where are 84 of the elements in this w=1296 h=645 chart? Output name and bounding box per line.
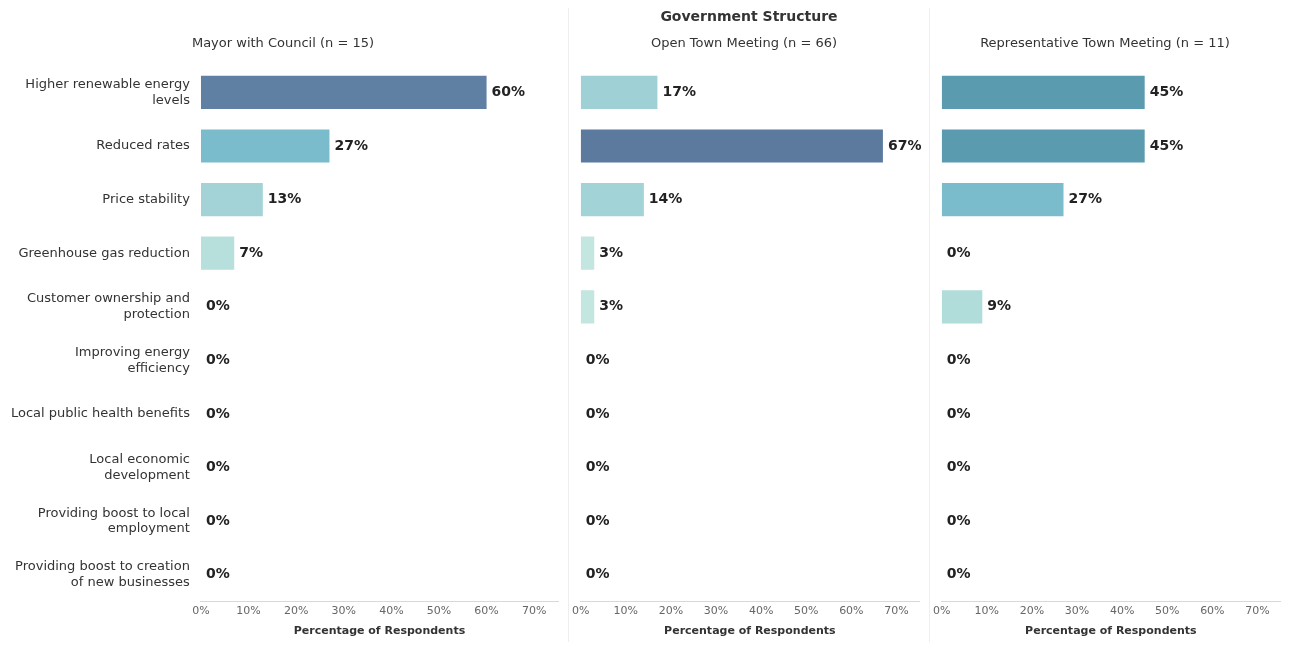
data-label: 45% xyxy=(1149,136,1184,153)
y-tick-label: Price stability xyxy=(102,190,191,206)
x-tick-label: 50% xyxy=(426,604,452,618)
data-label: 0% xyxy=(585,458,610,475)
x-tick-label: 50% xyxy=(794,604,819,618)
bar xyxy=(941,290,983,324)
x-tick-label: 40% xyxy=(1109,604,1135,618)
data-label: 0% xyxy=(205,297,230,314)
y-tick-label: Greenhouse gas reduction xyxy=(18,244,190,260)
x-tick-label: 60% xyxy=(839,604,864,618)
data-label: 0% xyxy=(585,351,610,368)
x-tick-label: 0% xyxy=(933,604,951,618)
bar xyxy=(941,129,1145,163)
data-label: 0% xyxy=(585,511,610,528)
x-axis-title: Percentage of Respondents xyxy=(1025,624,1198,638)
y-tick-label: Customer ownership and protection xyxy=(26,290,190,321)
x-tick-label: 50% xyxy=(1155,604,1180,618)
y-tick-label: Improving energy efficiency xyxy=(74,343,191,375)
x-tick-label: 10% xyxy=(236,604,261,618)
data-label: 14% xyxy=(648,190,683,207)
bar xyxy=(580,236,595,270)
chart-title: Government Structure xyxy=(660,8,838,24)
x-tick-label: 0% xyxy=(192,604,210,618)
x-tick-label: 30% xyxy=(1064,604,1090,618)
data-label: 0% xyxy=(585,565,610,582)
x-tick-label: 30% xyxy=(331,604,356,618)
x-tick-label: 60% xyxy=(474,604,499,618)
x-tick-label: 70% xyxy=(1245,604,1270,618)
data-label: 27% xyxy=(334,136,368,153)
y-tick-label: Reduced rates xyxy=(96,137,191,153)
data-label: 7% xyxy=(239,243,264,260)
data-label: 17% xyxy=(662,83,696,100)
x-tick-label: 20% xyxy=(283,604,309,618)
bar xyxy=(580,290,595,324)
x-tick-label: 10% xyxy=(974,604,1000,618)
data-label: 0% xyxy=(946,351,971,368)
data-label: 0% xyxy=(946,404,971,421)
chart-subtitle: Mayor with Council (n = 15) xyxy=(191,35,375,51)
x-tick-label: 0% xyxy=(572,604,590,618)
data-label: 60% xyxy=(491,83,526,100)
x-tick-label: 70% xyxy=(884,604,909,618)
y-tick-label: Local economic development xyxy=(89,451,190,482)
x-tick-label: 20% xyxy=(1019,604,1045,618)
bar xyxy=(200,182,263,217)
data-label: 0% xyxy=(585,404,610,421)
bar xyxy=(580,75,658,110)
data-label: 27% xyxy=(1068,190,1103,207)
data-label: 0% xyxy=(946,458,971,475)
chart-subtitle: Open Town Meeting (n = 66) xyxy=(650,35,838,51)
data-label: 0% xyxy=(946,511,971,528)
data-label: 45% xyxy=(1149,83,1184,100)
x-axis-title: Percentage of Respondents xyxy=(664,624,837,638)
data-label: 9% xyxy=(987,297,1012,314)
data-label: 0% xyxy=(946,565,971,582)
x-tick-label: 40% xyxy=(748,604,774,618)
data-label: 3% xyxy=(599,297,624,314)
bar xyxy=(941,75,1145,110)
x-tick-label: 30% xyxy=(703,604,729,618)
data-label: 0% xyxy=(205,404,230,421)
y-tick-label: Providing boost to creation of new businesses xyxy=(15,558,191,589)
x-tick-label: 40% xyxy=(379,604,404,618)
data-label: 0% xyxy=(205,565,230,582)
y-tick-label: Local public health benefits xyxy=(11,405,191,421)
bar xyxy=(200,129,330,163)
x-tick-label: 10% xyxy=(613,604,639,618)
y-tick-label: Higher renewable energy levels xyxy=(25,75,191,107)
data-label: 0% xyxy=(205,511,230,528)
y-tick-label: Providing boost to local employment xyxy=(37,504,190,536)
x-tick-label: 60% xyxy=(1200,604,1225,618)
data-label: 67% xyxy=(887,136,922,153)
bar xyxy=(580,182,644,217)
bar xyxy=(200,75,487,110)
bar xyxy=(200,236,235,270)
data-label: 13% xyxy=(267,190,302,207)
x-tick-label: 20% xyxy=(658,604,684,618)
bar xyxy=(580,129,883,163)
bar xyxy=(941,182,1064,217)
chart-subtitle: Representative Town Meeting (n = 11) xyxy=(980,35,1230,51)
x-tick-label: 70% xyxy=(521,604,547,618)
data-label: 3% xyxy=(599,243,624,260)
data-label: 0% xyxy=(205,458,230,475)
data-label: 0% xyxy=(205,351,230,368)
data-label: 0% xyxy=(946,243,971,260)
x-axis-title: Percentage of Respondents xyxy=(293,624,466,638)
